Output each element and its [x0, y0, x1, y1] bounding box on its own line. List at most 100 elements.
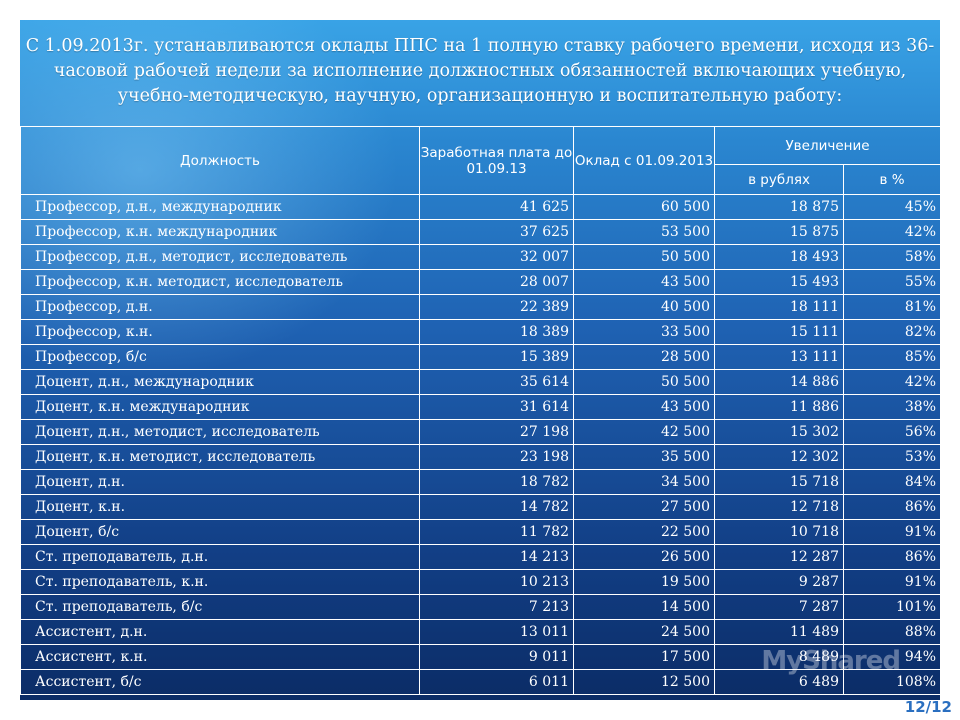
table-row: Ассистент, к.н. 9 011 17 500 8 489 94% [20, 644, 940, 670]
column-header-position: Должность [20, 126, 420, 195]
table-row: Профессор, б/с 15 389 28 500 13 111 85% [20, 344, 940, 370]
column-header-increase-rub: в рублях [714, 164, 844, 195]
increase-rub-cell: 12 287 [714, 544, 844, 570]
salary-before-cell: 9 011 [419, 644, 574, 670]
increase-pct-cell: 85% [843, 344, 940, 370]
table-row: Доцент, д.н., методист, исследователь 27 … [20, 419, 940, 445]
salary-from-cell: 43 500 [573, 269, 715, 295]
increase-rub-cell: 9 287 [714, 569, 844, 595]
increase-rub-cell: 12 718 [714, 494, 844, 520]
table-row: Профессор, к.н. 18 389 33 500 15 111 82% [20, 319, 940, 345]
table-row: Профессор, д.н., международник 41 625 60 5… [20, 194, 940, 220]
salary-before-cell: 11 782 [419, 519, 574, 545]
salary-before-cell: 23 198 [419, 444, 574, 470]
table-row: Доцент, к.н. методист, исследователь 23 1… [20, 444, 940, 470]
position-cell: Доцент, б/с [20, 519, 420, 545]
increase-pct-cell: 82% [843, 319, 940, 345]
salary-before-cell: 41 625 [419, 194, 574, 220]
salary-before-cell: 14 213 [419, 544, 574, 570]
watermark-logo: MyShared [761, 646, 901, 676]
increase-rub-cell: 15 493 [714, 269, 844, 295]
increase-pct-cell: 88% [843, 619, 940, 645]
position-cell: Ассистент, д.н. [20, 619, 420, 645]
increase-pct-cell: 101% [843, 594, 940, 620]
increase-rub-cell: 15 718 [714, 469, 844, 495]
salary-from-cell: 33 500 [573, 319, 715, 345]
salary-before-cell: 6 011 [419, 669, 574, 695]
salary-table: Должность Заработная плата до 01.09.13 О… [20, 126, 940, 695]
increase-pct-cell: 53% [843, 444, 940, 470]
salary-from-cell: 26 500 [573, 544, 715, 570]
increase-pct-cell: 42% [843, 369, 940, 395]
position-cell: Доцент, д.н., международник [20, 369, 420, 395]
increase-pct-cell: 94% [843, 644, 940, 670]
increase-rub-cell: 15 111 [714, 319, 844, 345]
table-row: Ассистент, д.н. 13 011 24 500 11 489 88% [20, 619, 940, 645]
increase-rub-cell: 12 302 [714, 444, 844, 470]
position-cell: Ст. преподаватель, к.н. [20, 569, 420, 595]
increase-pct-cell: 38% [843, 394, 940, 420]
increase-rub-cell: 8 489 [714, 644, 844, 670]
increase-pct-cell: 45% [843, 194, 940, 220]
increase-rub-cell: 6 489 [714, 669, 844, 695]
table-row: Доцент, д.н., международник 35 614 50 500 1… [20, 369, 940, 395]
page-number: 12/12 [904, 698, 952, 716]
increase-rub-cell: 11 886 [714, 394, 844, 420]
position-cell: Профессор, к.н. методист, исследователь [20, 269, 420, 295]
table-row: Доцент, д.н. 18 782 34 500 15 718 84% [20, 469, 940, 495]
position-cell: Профессор, к.н. [20, 319, 420, 345]
salary-before-cell: 14 782 [419, 494, 574, 520]
increase-pct-cell: 91% [843, 519, 940, 545]
increase-rub-cell: 15 302 [714, 419, 844, 445]
salary-from-cell: 19 500 [573, 569, 715, 595]
salary-from-cell: 22 500 [573, 519, 715, 545]
column-header-increase-pct: в % [843, 164, 940, 195]
increase-pct-cell: 84% [843, 469, 940, 495]
position-cell: Ассистент, к.н. [20, 644, 420, 670]
position-cell: Ст. преподаватель, б/с [20, 594, 420, 620]
increase-pct-cell: 86% [843, 544, 940, 570]
position-cell: Ст. преподаватель, д.н. [20, 544, 420, 570]
salary-before-cell: 31 614 [419, 394, 574, 420]
increase-pct-cell: 86% [843, 494, 940, 520]
table-row: Ассистент, б/с 6 011 12 500 6 489 108% [20, 669, 940, 695]
salary-before-cell: 32 007 [419, 244, 574, 270]
salary-from-cell: 27 500 [573, 494, 715, 520]
position-cell: Профессор, к.н. международник [20, 219, 420, 245]
increase-rub-cell: 7 287 [714, 594, 844, 620]
increase-rub-cell: 18 493 [714, 244, 844, 270]
increase-pct-cell: 58% [843, 244, 940, 270]
table-row: Доцент, к.н. 14 782 27 500 12 718 86% [20, 494, 940, 520]
salary-from-cell: 28 500 [573, 344, 715, 370]
position-cell: Профессор, д.н. [20, 294, 420, 320]
slide: С 1.09.2013г. устанавливаются оклады ППС… [20, 20, 940, 700]
increase-pct-cell: 91% [843, 569, 940, 595]
increase-pct-cell: 81% [843, 294, 940, 320]
salary-before-cell: 35 614 [419, 369, 574, 395]
position-cell: Доцент, д.н., методист, исследователь [20, 419, 420, 445]
position-cell: Доцент, д.н. [20, 469, 420, 495]
salary-before-cell: 7 213 [419, 594, 574, 620]
increase-pct-cell: 56% [843, 419, 940, 445]
table-row: Ст. преподаватель, б/с 7 213 14 500 7 287 10… [20, 594, 940, 620]
increase-rub-cell: 13 111 [714, 344, 844, 370]
position-cell: Ассистент, б/с [20, 669, 420, 695]
table-row: Профессор, к.н. методист, исследователь 2… [20, 269, 940, 295]
increase-rub-cell: 18 111 [714, 294, 844, 320]
increase-pct-cell: 108% [843, 669, 940, 695]
slide-title: С 1.09.2013г. устанавливаются оклады ППС… [25, 36, 935, 106]
increase-rub-cell: 15 875 [714, 219, 844, 245]
table-body: Профессор, д.н., международник 41 625 60 5… [20, 194, 940, 695]
table-row: Доцент, к.н. международник 31 614 43 500 11… [20, 394, 940, 420]
salary-before-cell: 10 213 [419, 569, 574, 595]
salary-before-cell: 28 007 [419, 269, 574, 295]
salary-from-cell: 43 500 [573, 394, 715, 420]
salary-before-cell: 22 389 [419, 294, 574, 320]
table-row: Доцент, б/с 11 782 22 500 10 718 91% [20, 519, 940, 545]
position-cell: Профессор, д.н., методист, исследователь [20, 244, 420, 270]
salary-before-cell: 18 782 [419, 469, 574, 495]
increase-rub-cell: 11 489 [714, 619, 844, 645]
salary-from-cell: 40 500 [573, 294, 715, 320]
table-row: Ст. преподаватель, к.н. 10 213 19 500 9 287… [20, 569, 940, 595]
position-cell: Профессор, б/с [20, 344, 420, 370]
